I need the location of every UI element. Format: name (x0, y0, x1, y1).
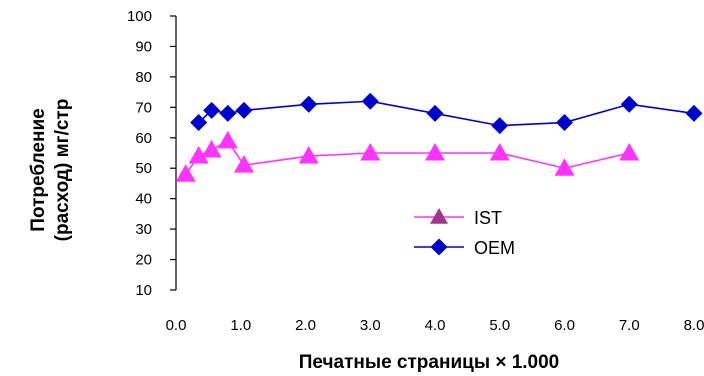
x-tick-label: 6.0 (554, 317, 575, 334)
data-point-oem (235, 101, 253, 119)
y-axis-title-line1: Потребление (28, 108, 49, 231)
y-tick-label: 60 (135, 130, 152, 147)
data-point-ist (188, 146, 209, 164)
x-tick-label: 0.0 (166, 317, 187, 334)
data-point-ist (175, 164, 196, 182)
y-tick-label: 90 (135, 38, 152, 55)
x-tick-label: 5.0 (489, 317, 510, 334)
data-point-ist (425, 143, 445, 161)
x-tick-label: 4.0 (425, 317, 446, 334)
data-point-ist (298, 146, 319, 164)
y-tick-label: 70 (135, 99, 152, 116)
data-point-oem (361, 92, 379, 110)
data-point-oem (685, 104, 703, 122)
legend-item-oem: OEM (414, 238, 515, 258)
data-point-ist (619, 143, 640, 161)
data-point-oem (426, 104, 444, 122)
x-tick-label: 8.0 (684, 317, 704, 334)
legend: IST OEM (414, 208, 515, 258)
data-point-oem (556, 114, 573, 132)
data-point-oem (203, 101, 221, 119)
x-tick-label: 2.0 (295, 317, 316, 334)
data-point-oem (300, 95, 318, 113)
data-point-oem (620, 95, 638, 113)
y-tick-label: 30 (135, 221, 152, 238)
legend-item-ist: IST (414, 208, 502, 228)
x-axis-title: Печатные страницы × 1.000 (299, 352, 560, 373)
data-point-ist (489, 143, 510, 161)
x-tick-label: 1.0 (230, 317, 251, 334)
y-tick-label: 10 (135, 282, 152, 299)
y-tick-label: 100 (127, 8, 152, 25)
data-point-ist (554, 158, 575, 176)
data-point-ist (217, 130, 238, 149)
x-tick-label: 7.0 (619, 317, 640, 334)
y-tick-label: 20 (135, 252, 152, 269)
series-layer (175, 92, 703, 182)
y-tick-label: 80 (135, 69, 152, 86)
x-tick-label: 3.0 (360, 317, 381, 334)
axes: 10 20 30 40 50 60 70 80 90 100 0.0 1.0 2.0 3.0 4.0 5.0 6… (127, 8, 704, 334)
series-line-oem (198, 100, 695, 127)
series-oem (190, 92, 703, 135)
y-axis-title-line2: (расход) мг/стр (52, 99, 73, 242)
legend-marker (430, 238, 448, 256)
data-point-oem (190, 114, 208, 132)
data-point-ist (201, 139, 222, 158)
legend-marker (430, 208, 448, 224)
data-point-ist (360, 143, 381, 161)
y-tick-label: 40 (135, 191, 152, 208)
data-point-ist (233, 155, 254, 173)
legend-label: IST (474, 208, 502, 228)
legend-label: OEM (474, 238, 515, 258)
data-point-oem (219, 104, 237, 122)
series-ist (175, 130, 640, 182)
y-tick-label: 50 (135, 160, 152, 177)
data-point-oem (491, 117, 509, 135)
